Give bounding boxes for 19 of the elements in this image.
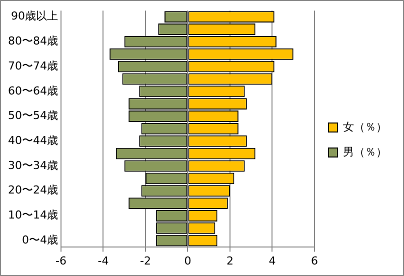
y-tick-label: 70〜74歳 — [8, 59, 58, 72]
y-tick-label: 30〜34歳 — [8, 158, 58, 172]
y-tick-label: 20〜24歳 — [8, 184, 58, 197]
y-tick-label: 10〜14歳 — [8, 208, 58, 222]
y-tick-label: 80〜84歳 — [8, 34, 58, 48]
x-tick-label: 6 — [311, 254, 318, 268]
x-tick-label: 4 — [268, 254, 276, 268]
x-tick-label: -6 — [56, 254, 66, 268]
y-tick-label: 0〜4歳 — [22, 233, 58, 246]
y-tick-label: 50〜54歳 — [8, 109, 58, 122]
y-tick-label: 90歳以上 — [10, 10, 58, 23]
x-tick-label: 2 — [226, 254, 234, 268]
x-tick-label: 0 — [184, 254, 192, 268]
y-tick-label: 60〜64歳 — [8, 84, 58, 98]
y-tick-label: 40〜44歳 — [8, 134, 58, 147]
x-tick-label: -4 — [98, 254, 109, 268]
x-tick-label: -2 — [140, 254, 151, 268]
legend-label: 男（％） — [343, 145, 387, 158]
legend-label: 女（％） — [343, 120, 387, 134]
